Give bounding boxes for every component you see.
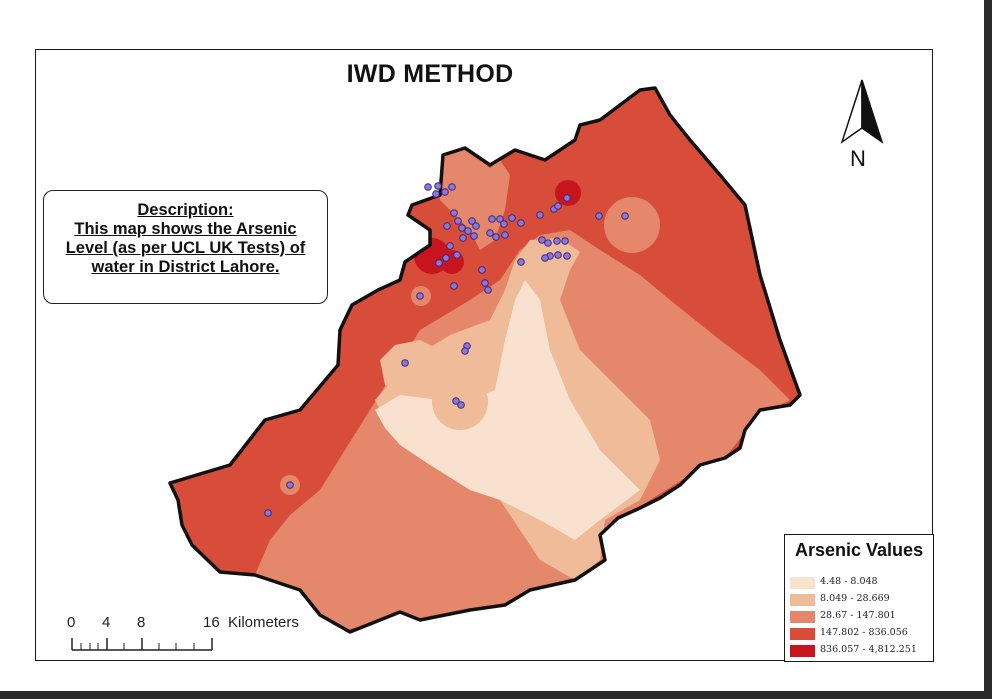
sample-point-marker (554, 202, 562, 210)
legend-label: 4.48 - 8.048 (820, 576, 878, 587)
sample-point-marker (538, 236, 546, 244)
sample-point-marker (553, 237, 561, 245)
zone-8-28-west (380, 340, 445, 395)
sample-point-marker (264, 509, 272, 517)
sample-point-marker (452, 397, 460, 405)
sample-point-marker (416, 292, 424, 300)
page-top-margin (0, 0, 992, 10)
sample-point-marker (424, 183, 432, 191)
scale-unit: Kilometers (228, 614, 299, 631)
scale-tick-label: 4 (102, 614, 111, 631)
sample-point-marker (458, 224, 466, 232)
legend: Arsenic Values 4.48 - 8.048 8.049 - 28.6… (784, 534, 934, 662)
legend-swatch (790, 611, 815, 623)
sample-point-marker (453, 251, 461, 259)
sample-point-marker (470, 232, 478, 240)
sample-point-marker (517, 219, 525, 227)
arsenic-surface (170, 88, 800, 632)
sample-point-marker (554, 251, 562, 259)
legend-swatch (790, 628, 815, 640)
sample-point-marker (517, 258, 525, 266)
description-line: water in District Lahore. (91, 258, 280, 276)
legend-title: Arsenic Values (795, 540, 924, 560)
legend-label: 8.049 - 28.669 (820, 593, 890, 604)
zone-28-147-north (440, 150, 510, 250)
sample-point-marker (446, 242, 454, 250)
description-line: Level (as per UCL UK Tests) of (65, 239, 306, 257)
sample-point-marker (457, 401, 465, 409)
sample-point-marker (286, 481, 294, 489)
description-box: Description: This map shows the Arsenic … (43, 190, 328, 304)
sample-point-marker (486, 229, 494, 237)
scale-tick-label: 8 (137, 614, 146, 631)
sample-point-marker (541, 254, 549, 262)
sample-point-marker (484, 286, 492, 294)
sample-point-marker (450, 209, 458, 217)
legend-label: 147.802 - 836.056 (820, 627, 908, 638)
sample-point-marker (454, 217, 462, 225)
sample-point-marker (536, 211, 544, 219)
description-line: This map shows the Arsenic (74, 220, 297, 238)
sample-point-marker (492, 233, 500, 241)
sample-point-marker (450, 282, 458, 290)
sample-point-marker (621, 212, 629, 220)
zone-836-4812-a (555, 180, 581, 206)
sample-point-marker (481, 279, 489, 287)
sample-point-marker (434, 182, 442, 190)
sample-point-marker (561, 237, 569, 245)
legend-swatch (790, 645, 815, 657)
legend-label: 28.67 - 147.801 (820, 610, 896, 621)
sample-point-marker (488, 215, 496, 223)
north-arrow-icon (840, 79, 884, 144)
sample-point-marker (459, 234, 467, 242)
scale-tick-label: 0 (67, 614, 76, 631)
description-heading: Description: (137, 201, 234, 219)
legend-swatch (790, 594, 815, 606)
sample-point-marker (508, 214, 516, 222)
sample-point-marker (563, 252, 571, 260)
sample-points (264, 182, 629, 517)
sample-point-marker (448, 183, 456, 191)
scale-bar: 0 4 8 16 Kilometers (62, 614, 322, 654)
sample-point-marker (443, 222, 451, 230)
sample-point-marker (432, 190, 440, 198)
sample-point-marker (563, 194, 571, 202)
sample-point-marker (442, 254, 450, 262)
legend-swatch (790, 577, 815, 589)
page-right-edge (984, 0, 992, 699)
sample-point-marker (472, 222, 480, 230)
zone-28-147-ring-east (604, 197, 660, 253)
sample-point-marker (464, 227, 472, 235)
zone-4-8-centre (375, 280, 640, 540)
sample-point-marker (401, 359, 409, 367)
sample-point-marker (544, 239, 552, 247)
scale-bar-graphic (71, 638, 213, 651)
map-title: IWD METHOD (346, 60, 514, 88)
north-label: N (850, 146, 866, 171)
sample-point-marker (435, 259, 443, 267)
sample-point-marker (496, 215, 504, 223)
sample-point-marker (468, 217, 476, 225)
sample-point-marker (441, 188, 449, 196)
sample-point-marker (595, 212, 603, 220)
scale-tick-label: 16 (203, 614, 220, 631)
page-bottom-edge (0, 691, 992, 699)
sample-point-marker (501, 231, 509, 239)
sample-point-marker (500, 220, 508, 228)
sample-point-marker (461, 347, 469, 355)
sample-point-marker (478, 266, 486, 274)
legend-label: 836.057 - 4,812.251 (820, 644, 917, 655)
